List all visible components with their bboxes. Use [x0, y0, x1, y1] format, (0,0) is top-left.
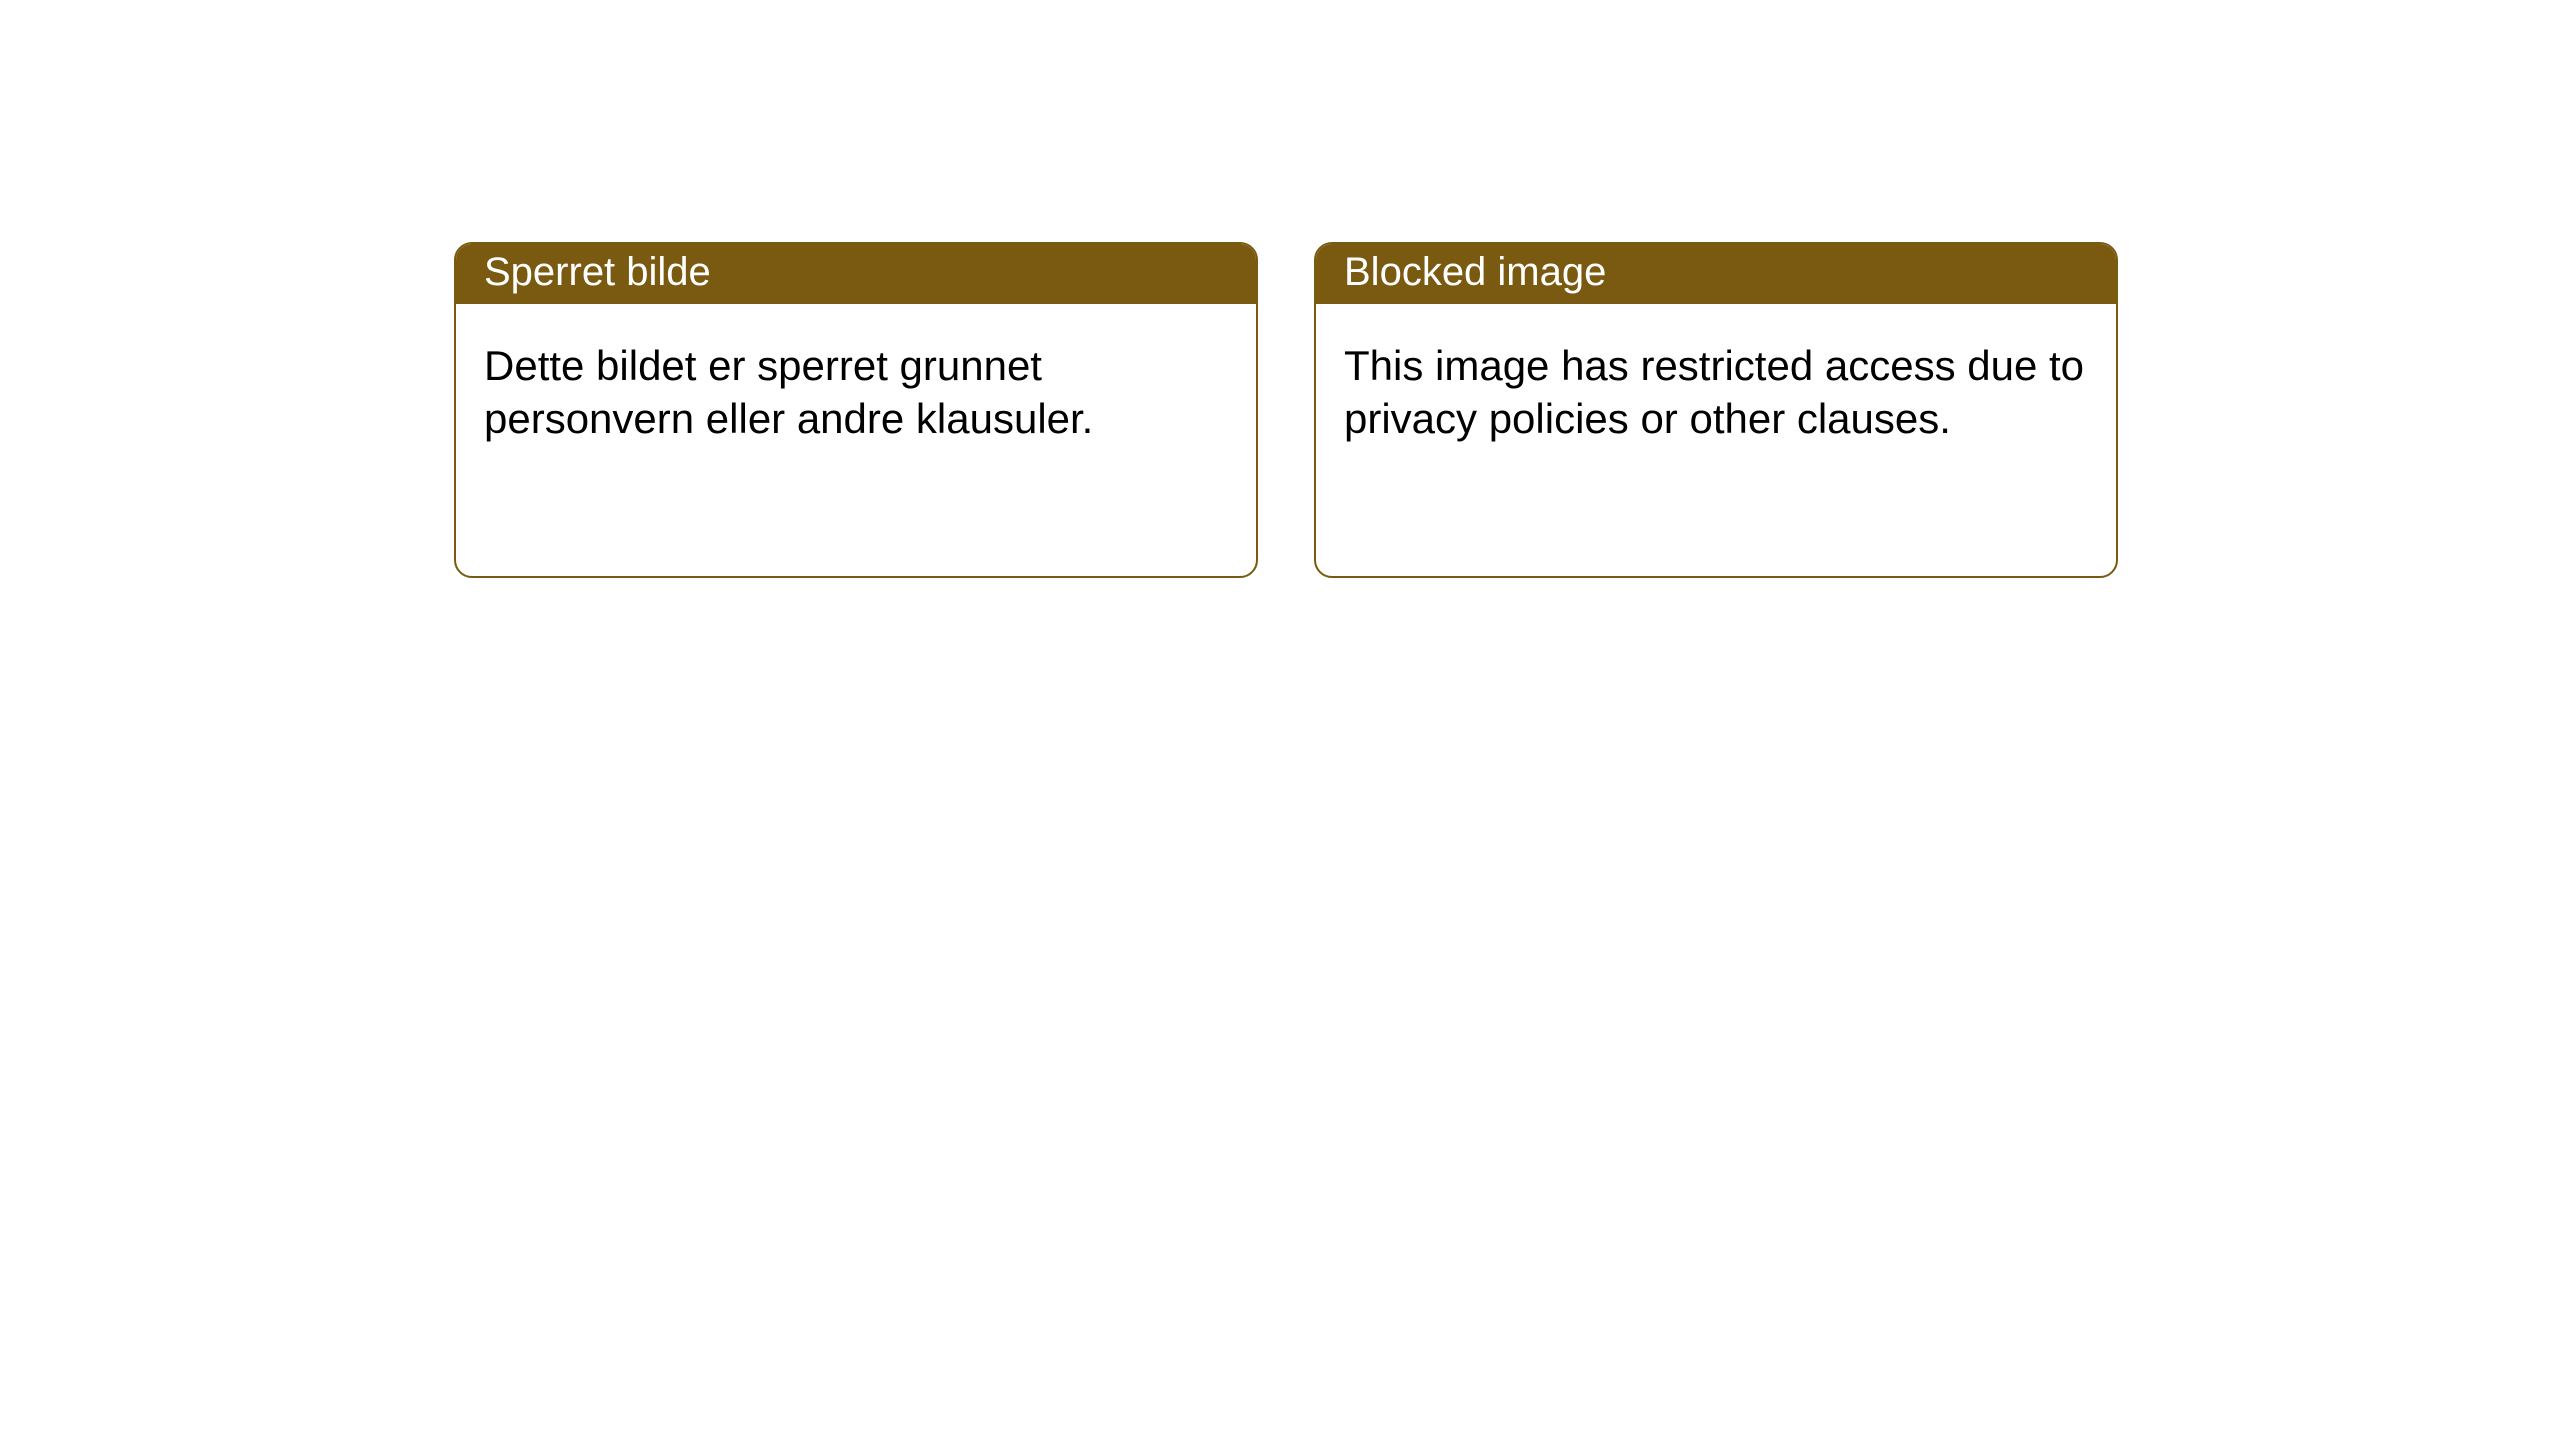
- card-header: Blocked image: [1316, 244, 2116, 304]
- card-body: Dette bildet er sperret grunnet personve…: [456, 304, 1256, 481]
- blocked-image-card-no: Sperret bilde Dette bildet er sperret gr…: [454, 242, 1258, 578]
- card-title: Blocked image: [1344, 250, 1606, 294]
- card-body: This image has restricted access due to …: [1316, 304, 2116, 481]
- blocked-image-card-en: Blocked image This image has restricted …: [1314, 242, 2118, 578]
- card-title: Sperret bilde: [484, 250, 711, 294]
- card-body-text: Dette bildet er sperret grunnet personve…: [484, 342, 1093, 442]
- card-body-text: This image has restricted access due to …: [1344, 342, 2084, 442]
- cards-container: Sperret bilde Dette bildet er sperret gr…: [0, 0, 2560, 578]
- card-header: Sperret bilde: [456, 244, 1256, 304]
